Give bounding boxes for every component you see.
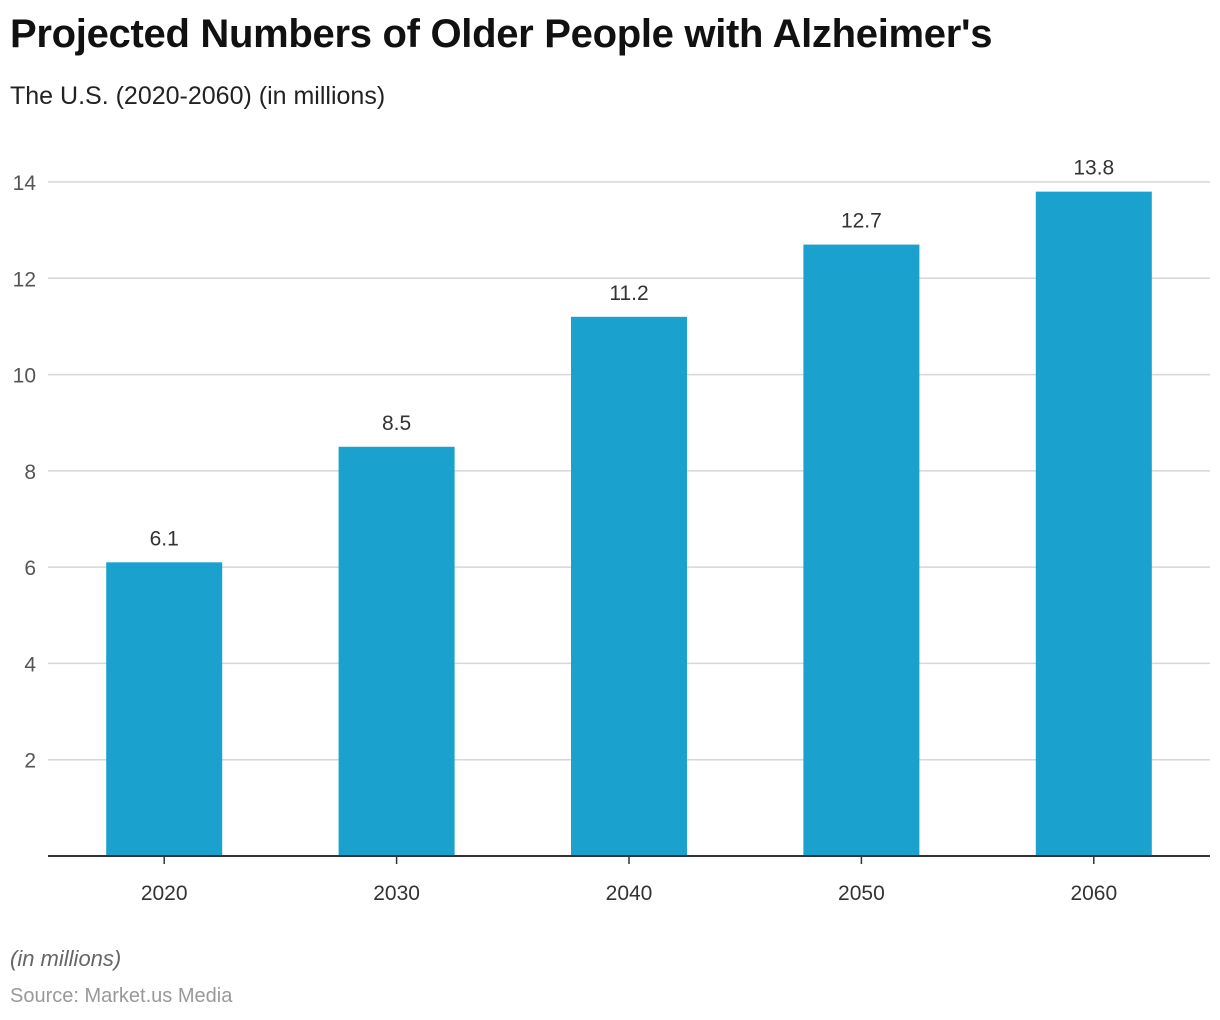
data-label: 11.2 xyxy=(609,282,648,305)
bar-2020 xyxy=(106,562,223,856)
data-label: 13.8 xyxy=(1073,157,1114,180)
bar-2060 xyxy=(1035,191,1152,857)
x-tick-label: 2030 xyxy=(373,882,420,905)
y-tick-label: 6 xyxy=(24,557,36,580)
bar-2030 xyxy=(338,446,455,856)
bar-2050 xyxy=(803,244,920,857)
y-tick-label: 12 xyxy=(13,268,36,291)
x-tick-label: 2020 xyxy=(141,882,188,905)
y-tick-label: 10 xyxy=(13,365,36,388)
data-label: 8.5 xyxy=(382,412,411,435)
y-tick-label: 8 xyxy=(24,461,36,484)
data-label: 12.7 xyxy=(841,210,882,233)
units-note: (in millions) xyxy=(10,946,122,971)
x-tick-label: 2060 xyxy=(1070,882,1117,905)
y-tick-label: 14 xyxy=(13,172,37,195)
y-tick-label: 4 xyxy=(24,653,36,676)
x-tick-label: 2040 xyxy=(606,882,653,905)
bar-2040 xyxy=(571,316,687,856)
data-label: 6.1 xyxy=(150,527,179,550)
y-tick-label: 2 xyxy=(24,750,36,773)
source-text: Source: Market.us Media xyxy=(10,985,233,1007)
chart-subtitle: The U.S. (2020-2060) (in millions) xyxy=(10,82,386,110)
x-tick-label: 2050 xyxy=(838,882,885,905)
chart-title: Projected Numbers of Older People with A… xyxy=(10,12,993,56)
